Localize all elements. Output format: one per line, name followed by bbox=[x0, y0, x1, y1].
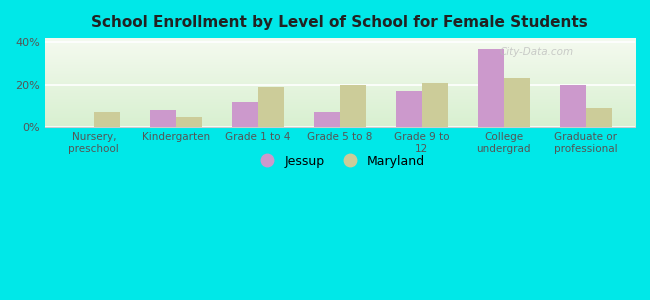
Bar bbox=[150, 110, 176, 127]
Bar bbox=[422, 83, 448, 127]
Legend: Jessup, Maryland: Jessup, Maryland bbox=[250, 150, 430, 173]
Title: School Enrollment by Level of School for Female Students: School Enrollment by Level of School for… bbox=[92, 15, 588, 30]
Text: City-Data.com: City-Data.com bbox=[499, 47, 573, 57]
Bar bbox=[504, 78, 530, 127]
Bar bbox=[586, 108, 612, 127]
Bar bbox=[258, 87, 284, 127]
Bar bbox=[313, 112, 340, 127]
Bar bbox=[478, 49, 504, 127]
Bar bbox=[560, 85, 586, 127]
Bar bbox=[176, 117, 202, 127]
Bar bbox=[396, 91, 422, 127]
Bar bbox=[94, 112, 120, 127]
Bar bbox=[231, 102, 258, 127]
Bar bbox=[340, 85, 366, 127]
